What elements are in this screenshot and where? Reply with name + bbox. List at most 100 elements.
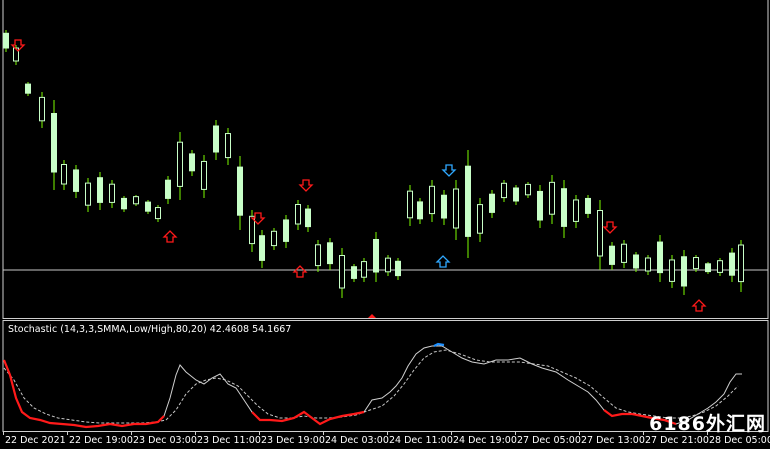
candle-body (525, 183, 531, 196)
time-tick-mark (579, 432, 580, 435)
candle-body (705, 263, 711, 273)
candle-body (513, 187, 519, 202)
candle-body (693, 257, 699, 270)
time-tick-mark (387, 432, 388, 435)
candle-body (489, 193, 495, 213)
time-tick-mark (323, 432, 324, 435)
sell-arrow-icon (298, 179, 314, 192)
time-tick-mark (259, 432, 260, 435)
candle-body (717, 260, 723, 273)
time-tick-label: 27 Dec 13:00 (581, 435, 645, 446)
buy-arrow-icon (691, 299, 707, 312)
signal-arrows (10, 39, 707, 312)
candle-body (395, 260, 401, 277)
candle-body (633, 254, 639, 269)
time-tick-mark (707, 432, 708, 435)
time-tick-label: 23 Dec 03:00 (133, 435, 197, 446)
stochastic-lines (2, 342, 742, 429)
time-tick-label: 27 Dec 05:00 (517, 435, 581, 446)
candle-body (155, 207, 161, 220)
oversold-segment (251, 410, 365, 426)
candle-body (271, 230, 277, 247)
candle-body (237, 166, 243, 216)
candle-body (259, 235, 265, 261)
stochastic-signal-line (3, 349, 739, 424)
candle-body (561, 188, 567, 227)
buy-arrow-icon (162, 230, 178, 243)
time-tick-mark (451, 432, 452, 435)
buy-arrow-icon (435, 255, 451, 268)
candle-body (189, 153, 195, 172)
candle-body (133, 196, 139, 205)
candle-body (177, 141, 183, 187)
candle-body (315, 244, 321, 267)
time-tick-mark (195, 432, 196, 435)
time-tick-label: 24 Dec 03:00 (325, 435, 389, 446)
candle-body (477, 204, 483, 234)
candle-body (501, 182, 507, 199)
candle-body (339, 255, 345, 289)
candle-body (295, 204, 301, 225)
candle-body (73, 169, 79, 192)
candle-body (25, 83, 31, 94)
candle-body (407, 190, 413, 219)
bottom-partial-arrow-icon (368, 314, 376, 318)
candle-body (681, 256, 687, 287)
candle-body (327, 242, 333, 265)
candle-series (3, 30, 744, 298)
time-tick-label: 23 Dec 19:00 (261, 435, 325, 446)
time-tick-label: 22 Dec 19:00 (69, 435, 133, 446)
sell-arrow-icon (602, 221, 618, 234)
candle-body (109, 183, 115, 203)
time-tick-label: 27 Dec 21:00 (645, 435, 709, 446)
candle-body (97, 177, 103, 203)
candle-body (61, 164, 67, 185)
time-tick-mark (67, 432, 68, 435)
overbought-segment (433, 342, 445, 347)
candle-body (429, 185, 435, 215)
candle-body (621, 243, 627, 263)
oscillator-label: Stochastic (14,3,3,SMMA,Low/High,80,20) … (8, 324, 292, 335)
candle-body (283, 219, 289, 242)
candle-body (51, 113, 57, 173)
sell-arrow-icon (250, 212, 266, 225)
candle-body (213, 125, 219, 153)
candle-body (645, 257, 651, 272)
candle-body (13, 47, 19, 62)
time-tick-label: 28 Dec 05:00 (709, 435, 770, 446)
sell-arrow-icon (441, 164, 457, 177)
time-axis: 22 Dec 2021 22 Dec 19:00 23 Dec 03:00 23 De… (0, 432, 770, 449)
candle-body (669, 259, 675, 282)
stochastic-panel[interactable] (0, 320, 770, 432)
time-tick-label: 23 Dec 11:00 (197, 435, 261, 446)
candle-body (537, 190, 543, 221)
time-tick-mark (131, 432, 132, 435)
candle-body (165, 179, 171, 199)
time-tick-mark (643, 432, 644, 435)
price-chart[interactable] (0, 0, 770, 319)
candle-body (597, 210, 603, 257)
candle-body (121, 197, 127, 210)
time-tick-mark (515, 432, 516, 435)
time-tick-label: 22 Dec 2021 (5, 435, 66, 446)
candle-body (609, 245, 615, 265)
candle-body (361, 261, 367, 278)
sell-arrow-icon (10, 39, 26, 52)
buy-arrow-icon (292, 265, 308, 278)
oversold-segment (603, 409, 677, 426)
candle-body (305, 208, 311, 228)
candle-body (738, 244, 744, 283)
candle-body (417, 201, 423, 220)
candle-body (351, 266, 357, 279)
candle-body (465, 165, 471, 237)
time-tick-label: 24 Dec 19:00 (453, 435, 517, 446)
candle-body (549, 181, 555, 215)
oversold-segment (2, 359, 165, 429)
candle-body (145, 201, 151, 212)
candle-body (573, 199, 579, 222)
candle-body (453, 188, 459, 229)
candle-body (657, 241, 663, 274)
candle-body (225, 133, 231, 159)
watermark-logo: 6186外汇网 (649, 413, 766, 435)
candle-body (729, 252, 735, 276)
